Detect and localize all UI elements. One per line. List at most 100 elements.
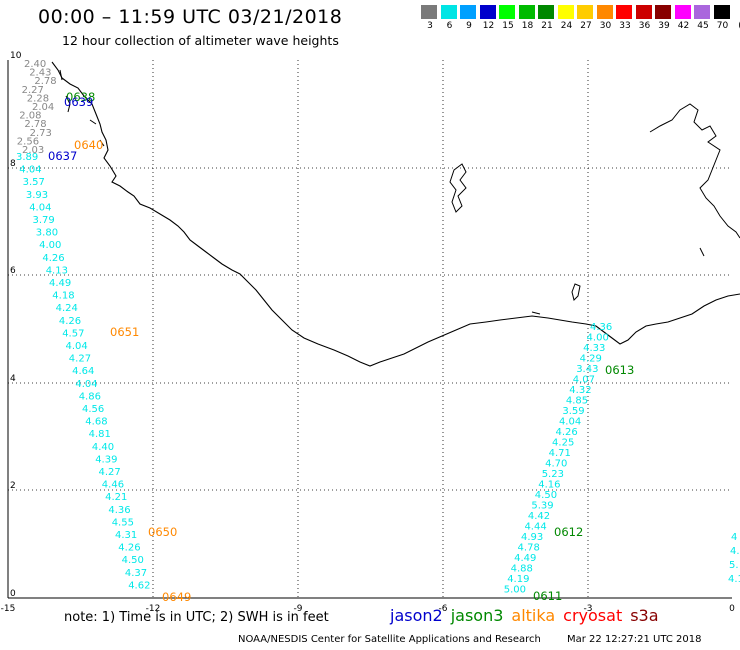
legend-color-box: [460, 5, 476, 19]
swh-value: 2.04: [32, 102, 54, 113]
swh-value: 4.50: [535, 490, 557, 501]
legend-label: 27: [580, 21, 592, 31]
swh-value: 4.57: [62, 328, 84, 339]
swh-value: 3.93: [26, 190, 48, 201]
swh-value: 2.08: [19, 111, 41, 122]
swh-value: 4: [731, 532, 737, 543]
y-tick-label: 10: [10, 51, 22, 61]
swh-value: 4.00: [587, 333, 609, 344]
swh-value: 4.27: [69, 354, 91, 365]
legend-color-box: [616, 5, 632, 19]
swh-value: 4.31: [115, 530, 137, 541]
legend-label: 42: [677, 21, 690, 31]
x-tick-label: 0: [729, 604, 735, 614]
pass-time-label: 0638: [66, 90, 95, 104]
swh-value: 4.81: [89, 429, 111, 440]
swh-value: 4.27: [99, 467, 121, 478]
satellite-legend: jason2 jason3 altika cryosat s3a: [390, 606, 667, 625]
legend-label: 30: [599, 21, 612, 31]
legend-unit: (ft): [730, 21, 740, 31]
swh-value: 4.04: [19, 165, 41, 176]
legend-label: 33: [619, 21, 631, 31]
y-tick-label: 6: [10, 266, 16, 276]
legend-color-box: [518, 5, 535, 19]
swh-value: 4.18: [52, 291, 74, 302]
lat-lon-grid: [7, 60, 732, 599]
legend-label: 9: [466, 21, 472, 31]
swh-value: 4.85: [566, 396, 588, 407]
legend-color-box: [655, 5, 671, 19]
island-coast-north: [649, 103, 740, 239]
coastline: [51, 61, 740, 367]
satellite-legend-item: jason3: [450, 606, 504, 625]
swh-value: 4.46: [102, 480, 124, 491]
legend-color-box: [440, 5, 457, 19]
x-tick-label: -6: [439, 604, 448, 614]
swh-value: 4.21: [105, 492, 127, 503]
swh-value: 2.56: [17, 136, 39, 147]
swh-value: 4.26: [59, 316, 81, 327]
satellite-legend-item: s3a: [630, 606, 659, 625]
y-tick-label: 0: [10, 589, 16, 599]
legend-label: 21: [541, 21, 553, 31]
swh-value: 4.33: [583, 343, 605, 354]
swh-value: 3.80: [36, 228, 58, 239]
swh-value: 4.36: [590, 322, 612, 333]
swh-value: 3.79: [33, 215, 55, 226]
legend-label: 12: [482, 21, 495, 31]
pass-time-label: 0651: [110, 325, 139, 339]
swh-value: 4.44: [524, 522, 546, 533]
legend-color-box: [596, 5, 613, 19]
x-tick-label: -9: [294, 604, 303, 614]
satellite-track-edge: 4 4. 5. 4.1: [728, 532, 740, 585]
swh-value: 4.24: [56, 303, 78, 314]
x-tick-label: -12: [146, 604, 161, 614]
legend-label: 15: [502, 21, 514, 31]
legend-label: 6: [446, 21, 453, 31]
swh-value: 4.78: [518, 543, 540, 554]
legend-color-box: [577, 5, 593, 19]
pass-time-label: 0639: [64, 95, 93, 109]
legend-color-box: [674, 5, 691, 19]
swh-value: 3.57: [23, 177, 45, 188]
swh-value: 4.: [730, 546, 740, 557]
swh-value: 2.78: [24, 119, 46, 130]
swh-value: 4.56: [82, 404, 104, 415]
legend-color-box: [499, 5, 515, 19]
swh-value: 4.62: [128, 580, 150, 591]
generated-timestamp: Mar 22 12:27:21 UTC 2018: [567, 634, 702, 645]
swh-value: 4.64: [72, 366, 94, 377]
swh-value: 4.13: [46, 265, 68, 276]
swh-value: 4.55: [112, 517, 134, 528]
swh-value: 3.43: [576, 364, 598, 375]
x-tick-label: -15: [1, 604, 16, 614]
legend-label: 70: [716, 21, 729, 31]
swh-value: 2.73: [30, 128, 52, 139]
swh-value: 4.71: [549, 448, 571, 459]
island-coast-small: [449, 163, 467, 213]
axis-ticks: -15 -12 -9 -6 -3 0 0 2 4 6 8 10: [1, 51, 735, 614]
swh-value: 2.43: [29, 68, 51, 79]
satellite-legend-item: altika: [511, 606, 556, 625]
swh-value: 4.50: [122, 555, 144, 566]
swh-value: 3.59: [562, 406, 584, 417]
y-tick-label: 8: [10, 159, 16, 169]
map-subtitle: 12 hour collection of altimeter wave hei…: [62, 33, 339, 48]
legend-color-box: [694, 5, 710, 19]
satellite-track-right: 4.364.004.334.293.434.074.324.853.594.04…: [504, 322, 613, 596]
swh-value: 4.07: [573, 375, 595, 386]
swh-value: 4.04: [66, 341, 88, 352]
legend-color-box: [713, 5, 730, 19]
swh-value: 4.49: [49, 278, 71, 289]
island-coast-tiny: [531, 247, 705, 315]
swh-value: 2.27: [22, 85, 44, 96]
swh-value: 5.00: [504, 585, 526, 596]
swh-value: 4.26: [118, 543, 140, 554]
pass-time-label: 0611: [533, 589, 562, 603]
swh-value: 2.28: [27, 93, 49, 104]
swh-value: 4.25: [552, 438, 574, 449]
legend-label: 24: [560, 21, 573, 31]
swh-value: 4.29: [580, 354, 602, 365]
